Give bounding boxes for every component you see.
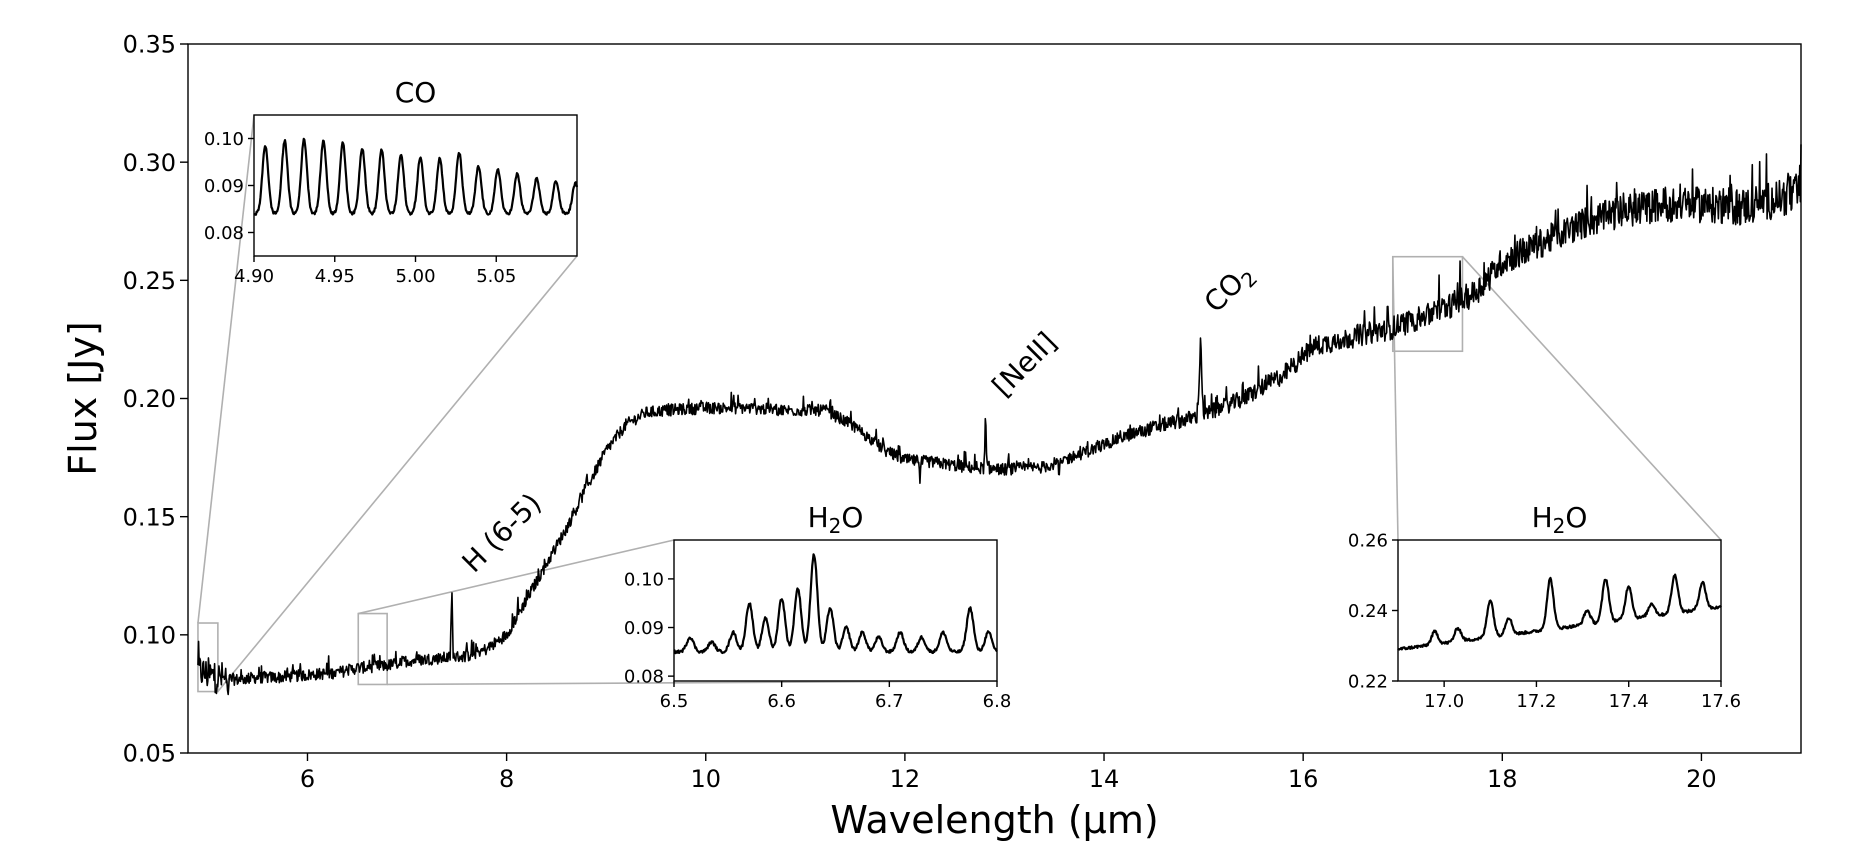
- main-xtick-label: 16: [1288, 765, 1319, 793]
- inset-h2o-a-frame: [673, 539, 998, 682]
- inset_h2o_a-zoom-region: [357, 612, 388, 686]
- inset_co-zoom-connector: [197, 114, 255, 624]
- inset-co-ytick-label: 0.08: [204, 223, 244, 244]
- inset-h2o-b-ytick-label: 0.22: [1348, 671, 1388, 692]
- main-ytick-label: 0.05: [123, 740, 176, 768]
- main-ytick-label: 0.15: [123, 503, 176, 531]
- inset-h2o-a-ytick-label: 0.08: [624, 667, 664, 688]
- main-ytick-label: 0.35: [123, 31, 176, 59]
- inset-h2o-b-xtick-label: 17.4: [1609, 691, 1649, 712]
- inset-co: 4.90 4.95 5.00 5.05 0.08 0.09 0.10 CO: [204, 76, 579, 287]
- inset-co-ytick-label: 0.10: [204, 129, 244, 150]
- inset-co-xtick-label: 5.00: [395, 266, 435, 287]
- inset-h2o-a-xtick-label: 6.6: [767, 691, 796, 712]
- inset_h2o_b-zoom-connector: [1391, 256, 1399, 541]
- inset-h2o-a-xtick-label: 6.7: [875, 691, 904, 712]
- main-x-axis: 6 8 10 12 14 16 18 20: [300, 753, 1717, 793]
- inset-co-xtick-label: 5.05: [476, 266, 516, 287]
- inset_h2o_b-zoom-connector: [1461, 256, 1722, 541]
- main-xtick-label: 20: [1686, 765, 1717, 793]
- inset-h2o-b-title-h: H: [1532, 501, 1553, 534]
- inset-h2o-a-title: H2O: [808, 501, 864, 538]
- inset-h2o-b-title: H2O: [1532, 501, 1588, 538]
- inset-h2o-a-background: [674, 540, 997, 681]
- main-ytick-label: 0.20: [123, 385, 176, 413]
- main-xtick-label: 12: [890, 765, 921, 793]
- inset-h2o-a-xtick-label: 6.5: [660, 691, 689, 712]
- inset-h2o-b-title-subscript: 2: [1553, 514, 1566, 538]
- inset-h2o-b-line: [1397, 573, 1722, 651]
- inset-co-xtick-label: 4.95: [315, 266, 355, 287]
- inset-h2o-a-line: [673, 553, 998, 655]
- main-xtick-label: 6: [300, 765, 315, 793]
- inset-h2o-a-title-subscript: 2: [829, 514, 842, 538]
- inset-co-background: [254, 115, 577, 256]
- main-ytick-label: 0.10: [123, 621, 176, 649]
- inset-co-x-axis: 4.90 4.95 5.00 5.05: [234, 256, 516, 287]
- main-ytick-label: 0.25: [123, 267, 176, 295]
- main-xtick-label: 14: [1089, 765, 1120, 793]
- inset-co-xtick-label: 4.90: [234, 266, 274, 287]
- inset-h2o-b-ytick-label: 0.26: [1348, 530, 1388, 551]
- inset-h2o-b-background: [1398, 540, 1721, 681]
- inset-h2o-b-xtick-label: 17.6: [1701, 691, 1741, 712]
- inset-h2o-b-ytick-label: 0.24: [1348, 601, 1388, 622]
- spectrum-line: [197, 144, 1802, 696]
- inset-h2o-a-title-o: O: [841, 501, 863, 534]
- main-xtick-label: 10: [690, 765, 721, 793]
- inset_co-zoom-connector: [217, 255, 578, 693]
- inset-h2o-a: 6.5 6.6 6.7 6.8 0.08 0.09 0.10 H2O: [624, 501, 1011, 712]
- y-axis-title: Flux [Jy]: [61, 321, 105, 475]
- inset-h2o-b-y-axis: 0.22 0.24 0.26: [1348, 530, 1398, 692]
- main-y-axis: 0.05 0.10 0.15 0.20 0.25 0.30 0.35: [123, 31, 188, 768]
- main-ytick-label: 0.30: [123, 149, 176, 177]
- inset-h2o-b: 17.0 17.2 17.4 17.6 0.22 0.24 0.26 H2O: [1348, 501, 1741, 712]
- inset-h2o-b-x-axis: 17.0 17.2 17.4 17.6: [1424, 681, 1741, 712]
- inset-h2o-b-xtick-label: 17.0: [1424, 691, 1464, 712]
- inset-h2o-a-y-axis: 0.08 0.09 0.10: [624, 569, 674, 688]
- x-axis-title: Wavelength (μm): [830, 798, 1158, 842]
- inset-h2o-a-x-axis: 6.5 6.6 6.7 6.8: [660, 681, 1012, 712]
- main-xtick-label: 18: [1487, 765, 1518, 793]
- inset-co-line: [253, 137, 579, 216]
- inset-co-ytick-label: 0.09: [204, 176, 244, 197]
- inset-co-title: CO: [395, 76, 437, 109]
- inset-h2o-a-title-h: H: [808, 501, 829, 534]
- inset-co-y-axis: 0.08 0.09 0.10: [204, 129, 254, 244]
- inset-h2o-b-xtick-label: 17.2: [1516, 691, 1556, 712]
- inset-h2o-a-ytick-label: 0.09: [624, 618, 664, 639]
- inset-h2o-b-title-o: O: [1565, 501, 1587, 534]
- main-xtick-label: 8: [499, 765, 514, 793]
- inset_h2o_a-zoom-connector: [358, 539, 675, 615]
- inset-h2o-a-ytick-label: 0.10: [624, 569, 664, 590]
- inset-h2o-a-xtick-label: 6.8: [983, 691, 1012, 712]
